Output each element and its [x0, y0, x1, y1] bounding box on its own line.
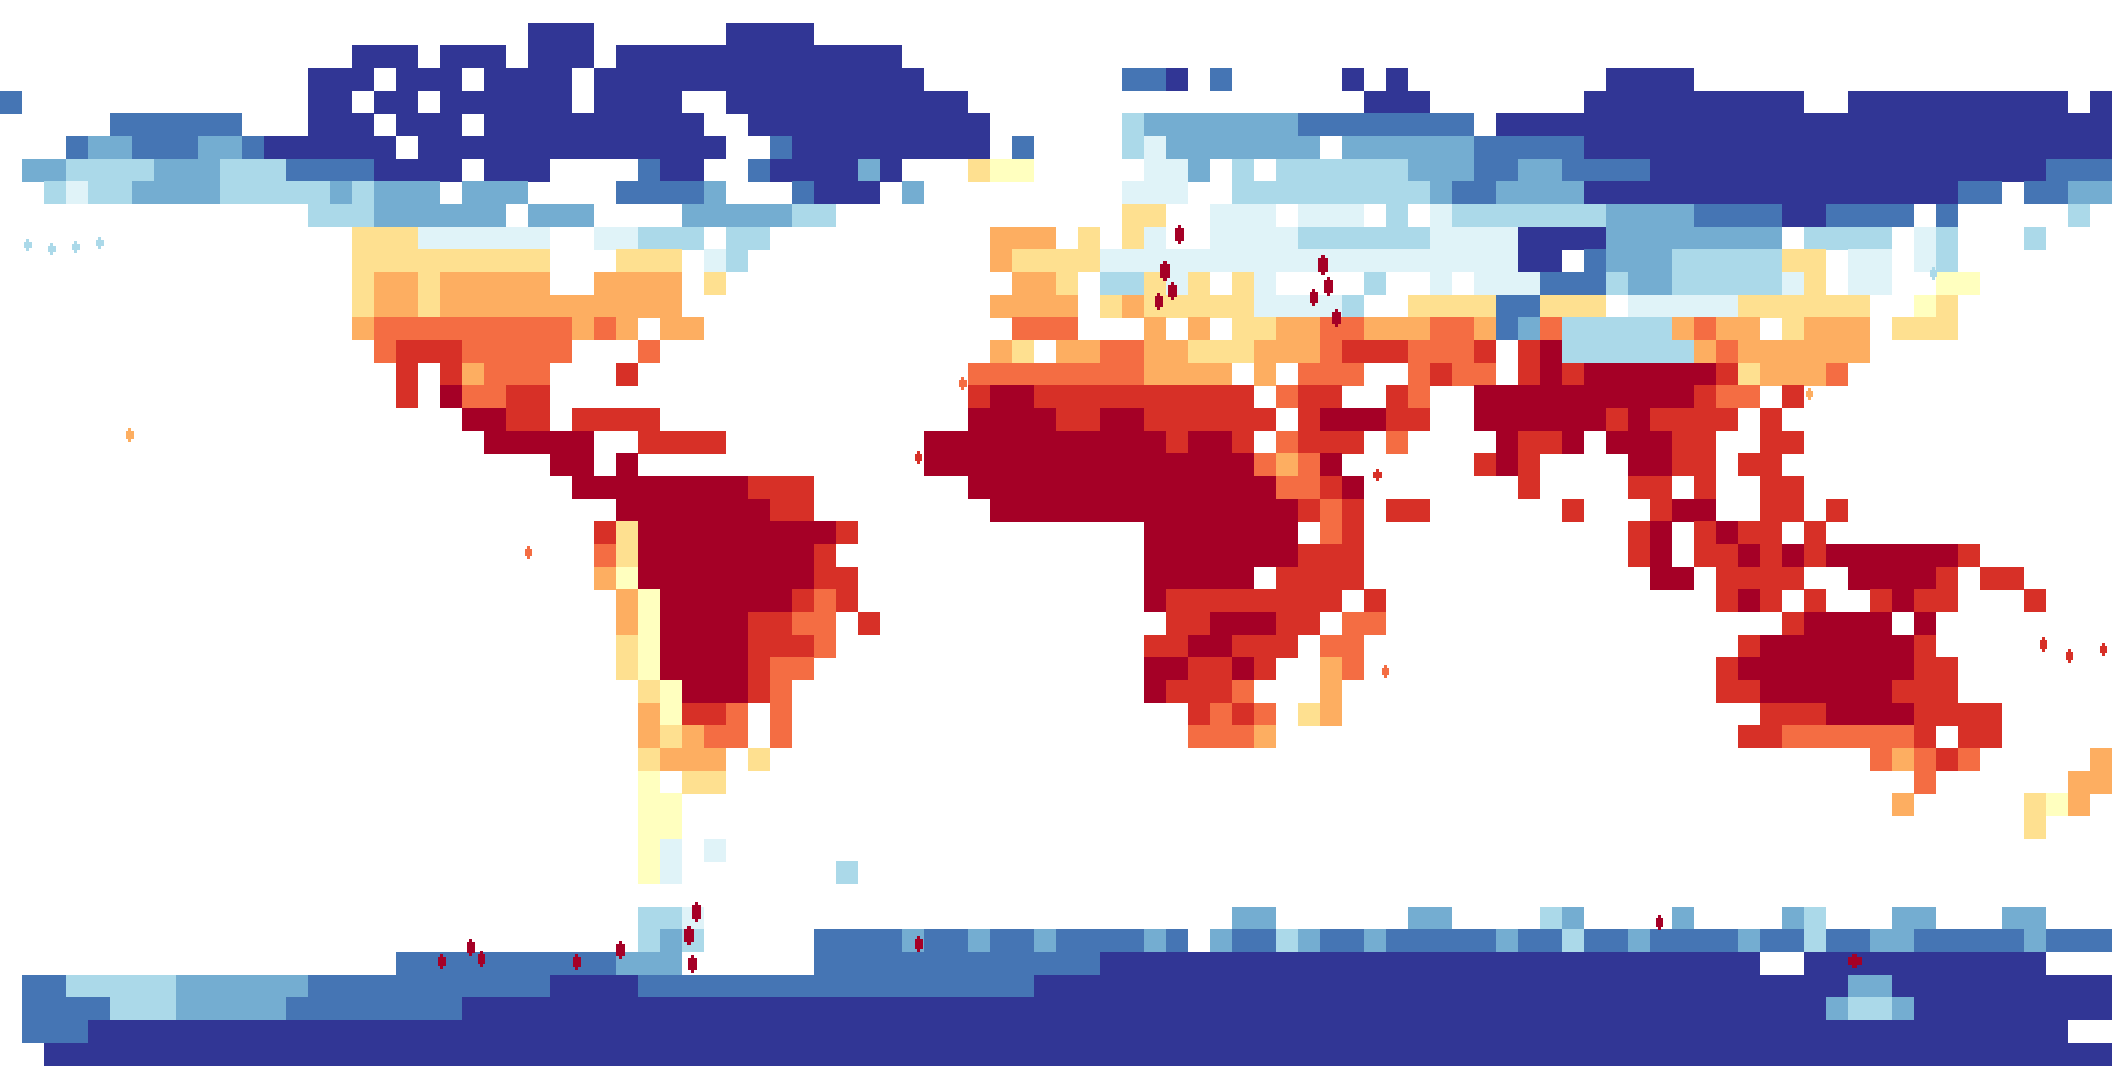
world-map-raster-canvas: [0, 0, 2112, 1088]
world-temperature-map: [0, 0, 2112, 1088]
